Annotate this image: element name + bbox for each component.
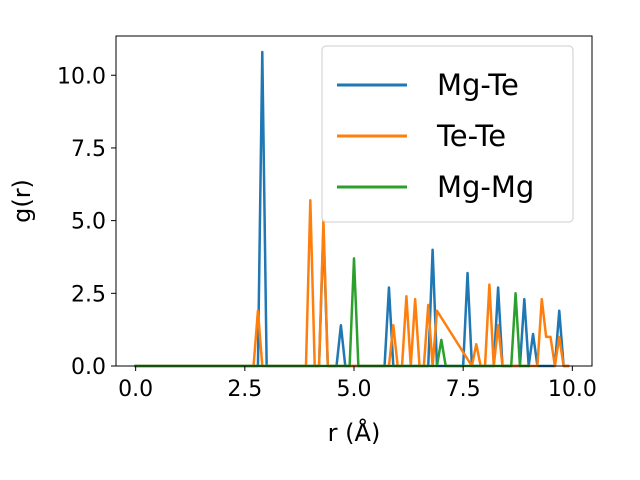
- y-tick-label: 5.0: [71, 210, 106, 235]
- y-tick-label: 7.5: [71, 137, 106, 162]
- x-axis: 0.0 2.5 5.0 7.5 10.0: [118, 366, 597, 402]
- legend-label-mg-mg: Mg-Mg: [437, 170, 534, 204]
- x-tick-label: 10.0: [548, 377, 597, 402]
- x-tick-label: 2.5: [227, 377, 262, 402]
- legend-label-te-te: Te-Te: [436, 119, 506, 153]
- y-tick-label: 10.0: [57, 64, 106, 89]
- legend-box: [321, 45, 574, 223]
- legend: Mg-Te Te-Te Mg-Mg: [321, 45, 574, 223]
- y-tick-label: 2.5: [71, 282, 106, 307]
- x-axis-label: r (Å): [328, 418, 381, 447]
- y-axis-label: g(r): [8, 179, 36, 223]
- x-tick-label: 0.0: [118, 377, 153, 402]
- y-tick-label: 0.0: [71, 355, 106, 380]
- x-tick-label: 7.5: [446, 377, 481, 402]
- legend-label-mg-te: Mg-Te: [437, 68, 519, 102]
- y-axis: 0.0 2.5 5.0 7.5 10.0: [57, 64, 116, 380]
- x-tick-label: 5.0: [337, 377, 372, 402]
